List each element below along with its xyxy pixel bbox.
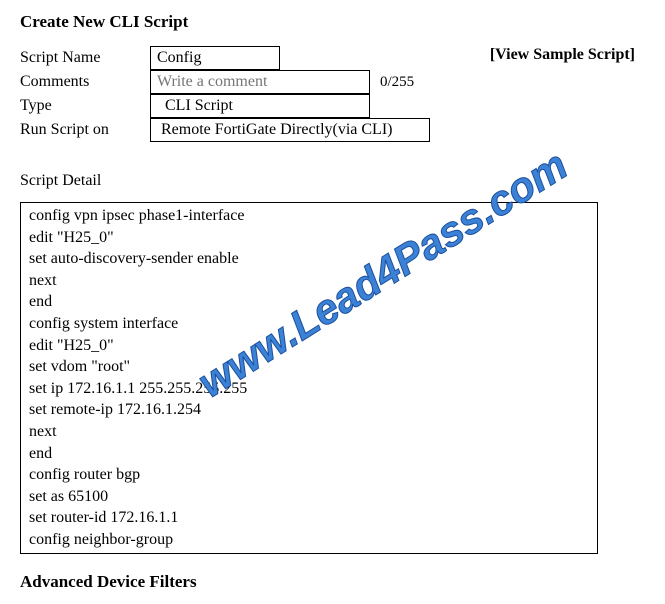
run-on-select[interactable]: Remote FortiGate Directly(via CLI) <box>150 118 430 142</box>
script-line: config router bgp <box>29 464 589 486</box>
script-name-input[interactable] <box>150 46 280 70</box>
script-line: next <box>29 270 589 292</box>
script-line: edit "H25_0" <box>29 227 589 249</box>
script-line: set vdom "root" <box>29 356 589 378</box>
script-line: set ip 172.16.1.1 255.255.255.255 <box>29 378 589 400</box>
script-line: set auto-discovery-sender enable <box>29 248 589 270</box>
form-rows: Script Name Comments 0/255 Type CLI Scri… <box>20 46 430 142</box>
script-line: next <box>29 421 589 443</box>
type-select[interactable]: CLI Script <box>150 94 370 118</box>
script-line: set remote-ip 172.16.1.254 <box>29 399 589 421</box>
advanced-filters-heading: Advanced Device Filters <box>20 572 645 592</box>
script-line: config system interface <box>29 313 589 335</box>
form-area: Script Name Comments 0/255 Type CLI Scri… <box>20 46 645 142</box>
page-title: Create New CLI Script <box>20 12 645 32</box>
script-name-label: Script Name <box>20 49 140 67</box>
script-detail-label: Script Detail <box>20 172 645 190</box>
comments-input[interactable] <box>150 70 370 94</box>
script-line: edit "H25_0" <box>29 335 589 357</box>
run-on-label: Run Script on <box>20 121 140 139</box>
script-line: end <box>29 291 589 313</box>
comments-label: Comments <box>20 73 140 91</box>
script-line: set router-id 172.16.1.1 <box>29 507 589 529</box>
view-sample-link[interactable]: [View Sample Script] <box>490 46 635 64</box>
script-textarea[interactable]: config vpn ipsec phase1-interfaceedit "H… <box>20 202 598 554</box>
script-line: end <box>29 443 589 465</box>
type-label: Type <box>20 97 140 115</box>
script-line: config vpn ipsec phase1-interface <box>29 205 589 227</box>
script-line: config neighbor-group <box>29 529 589 551</box>
script-line: set as 65100 <box>29 486 589 508</box>
comments-count: 0/255 <box>380 74 414 91</box>
